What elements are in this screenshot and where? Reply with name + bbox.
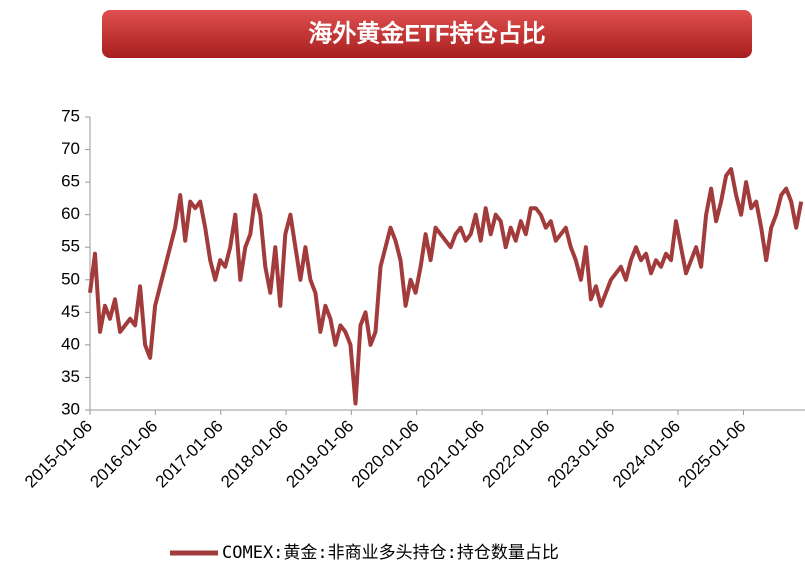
x-tick-label: 2018-01-06 [217,417,292,492]
y-tick-label: 70 [61,139,80,158]
y-tick-label: 35 [61,367,80,386]
y-tick-label: 75 [61,106,80,125]
y-tick-label: 30 [61,399,80,418]
x-tick-label: 2019-01-06 [282,417,357,492]
chart-title: 海外黄金ETF持仓占比 [308,19,545,47]
x-tick-label: 2022-01-06 [478,417,553,492]
x-tick-label: 2020-01-06 [348,417,423,492]
y-tick-label: 40 [61,334,80,353]
title-banner [102,10,752,58]
x-tick-label: 2015-01-06 [21,417,96,492]
x-tick-label: 2016-01-06 [86,417,161,492]
x-tick-label: 2024-01-06 [609,417,684,492]
y-tick-label: 65 [61,172,80,191]
y-tick-label: 60 [61,204,80,223]
x-tick-label: 2021-01-06 [413,417,488,492]
y-tick-label: 50 [61,269,80,288]
legend-label: COMEX:黄金:非商业多头持仓:持仓数量占比 [222,543,559,563]
y-tick-label: 55 [61,237,80,256]
series-line [88,167,804,406]
x-tick-label: 2025-01-06 [675,417,750,492]
x-tick-label: 2017-01-06 [152,417,227,492]
y-tick-label: 45 [61,302,80,321]
x-tick-label: 2023-01-06 [544,417,619,492]
